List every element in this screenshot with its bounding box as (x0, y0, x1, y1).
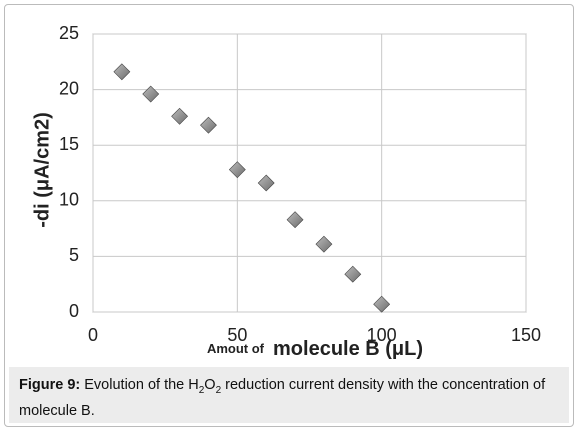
data-point (315, 235, 333, 253)
data-point (171, 107, 189, 125)
data-point (344, 265, 362, 283)
data-point (142, 85, 160, 103)
data-point (286, 211, 304, 229)
caption-label: Figure 9: (19, 377, 81, 393)
data-point (200, 116, 217, 134)
y-tick-label: 0 (69, 301, 79, 321)
y-tick-label: 5 (69, 245, 79, 265)
plot-area (92, 33, 527, 313)
data-point (113, 63, 131, 81)
x-tick-label: 100 (367, 325, 397, 345)
x-axis-label-large: molecule B (μL) (273, 338, 423, 360)
chart: -di (μA/cm2) Amout of molecule B (μL) 0 5… (31, 23, 541, 361)
data-point (257, 174, 275, 192)
y-tick-label: 25 (59, 23, 79, 43)
x-axis-label: Amout of molecule B (μL) (207, 338, 423, 360)
x-axis-label-small: Amout of (207, 341, 265, 356)
x-tick-label: 0 (88, 325, 98, 345)
x-tick-label: 50 (227, 325, 247, 345)
x-tick-label: 150 (511, 325, 541, 345)
y-tick-label: 10 (59, 190, 79, 210)
data-point (373, 295, 391, 313)
figure: -di (μA/cm2) Amout of molecule B (μL) 0 5… (4, 4, 574, 427)
caption-text: Evolution of the H (80, 377, 199, 393)
caption-text: O (204, 377, 216, 393)
data-point (228, 161, 246, 179)
caption: Figure 9: Evolution of the H2O2 reductio… (9, 367, 569, 423)
caption-subscript: 2 (215, 384, 222, 396)
caption-subscript: 2 (198, 384, 205, 396)
y-axis-label: -di (μA/cm2) (31, 112, 53, 228)
y-tick-label: 15 (59, 134, 79, 154)
caption-text: reduction current density with the conce… (19, 377, 546, 419)
y-tick-label: 20 (59, 78, 79, 98)
